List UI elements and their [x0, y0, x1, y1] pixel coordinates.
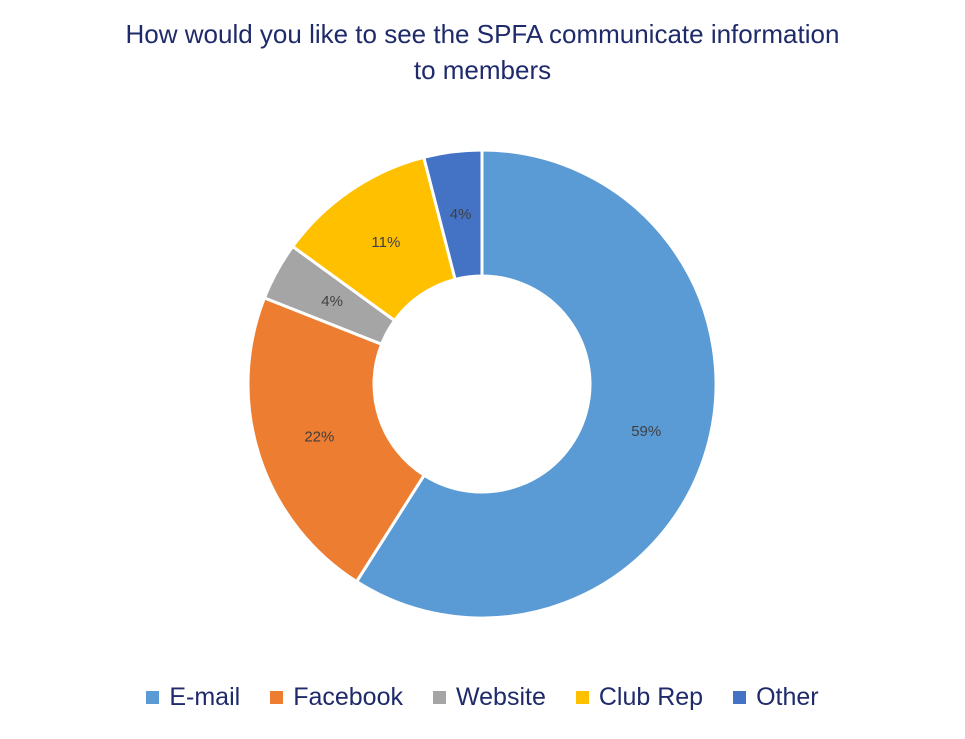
legend-label-other: Other: [756, 683, 819, 711]
legend-swatch-club-rep: [575, 691, 589, 704]
legend-swatch-facebook: [270, 691, 284, 704]
donut-slice-email: [354, 148, 718, 620]
legend-swatch-other: [733, 691, 747, 704]
legend-item-email: E-mail: [146, 683, 240, 712]
legend-label-email: E-mail: [169, 683, 241, 711]
legend-swatch-website: [433, 691, 446, 704]
legend-item-other: Other: [733, 683, 819, 712]
legend-label-website: Website: [456, 683, 546, 711]
data-label-email: 59%: [631, 423, 661, 440]
donut-slice-facebook: [246, 295, 427, 584]
data-label-other: 4%: [450, 206, 472, 223]
chart-title-line-1: How would you like to see the SPFA commu…: [125, 19, 840, 49]
chart-legend: E-mail Facebook Website Club Rep Other: [0, 683, 965, 712]
legend-item-club-rep: Club Rep: [575, 683, 704, 712]
donut-slice-other: [421, 148, 484, 282]
legend-label-facebook: Facebook: [293, 683, 403, 711]
legend-item-website: Website: [433, 683, 546, 712]
legend-label-club-rep: Club Rep: [598, 683, 704, 711]
legend-item-facebook: Facebook: [270, 683, 403, 712]
chart-title: How would you like to see the SPFA commu…: [0, 16, 965, 88]
legend-swatch-email: [146, 691, 160, 704]
data-label-website: 4%: [321, 293, 343, 310]
chart-title-line-2: to members: [413, 55, 552, 85]
data-label-club-rep: 11%: [371, 234, 400, 251]
data-label-facebook: 22%: [304, 428, 334, 445]
